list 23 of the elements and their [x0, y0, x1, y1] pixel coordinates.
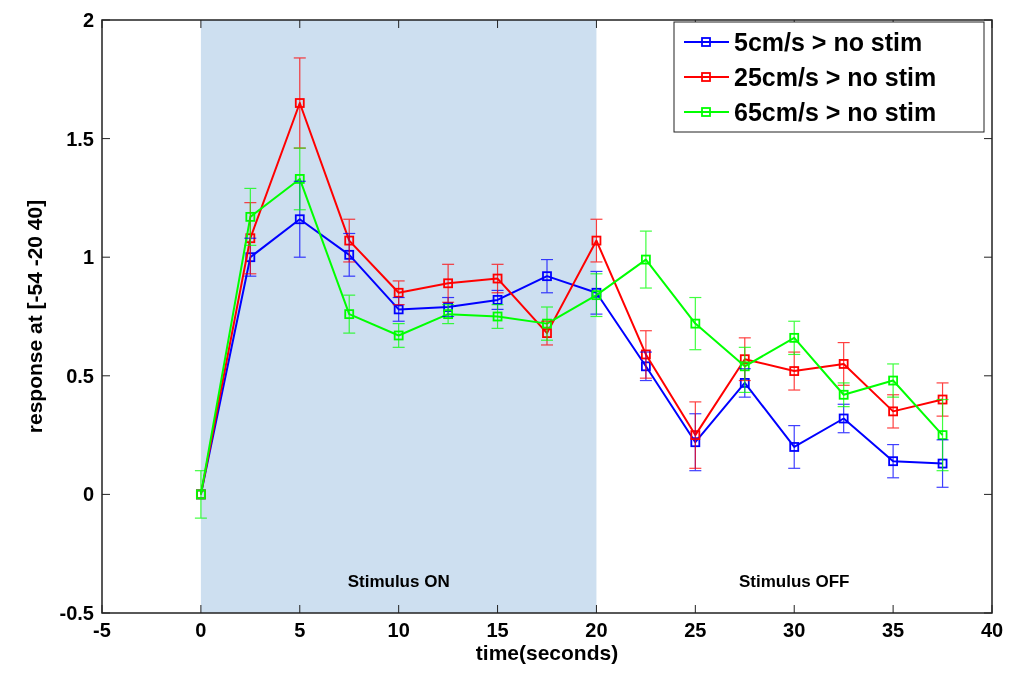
x-tick-label: 25 [684, 619, 707, 641]
x-tick-label: -5 [93, 619, 111, 641]
legend-label: 5cm/s > no stim [734, 28, 923, 56]
y-tick-label: 1.5 [66, 127, 94, 150]
x-tick-label: 40 [980, 619, 1004, 641]
annotation: Stimulus OFF [738, 572, 850, 591]
x-tick-label: 0 [195, 619, 207, 641]
y-tick-label: -0.5 [59, 602, 94, 624]
y-tick-label: 1 [82, 246, 94, 269]
x-axis-title: time(seconds) [475, 641, 619, 664]
legend-label: 25cm/s > no stim [734, 63, 937, 91]
y-tick-label: 2 [82, 9, 94, 31]
band-label: Stimulus ON [347, 572, 450, 591]
y-tick-label: 0 [82, 483, 94, 506]
x-tick-label: 20 [585, 619, 608, 641]
legend-label: 65cm/s > no stim [734, 98, 937, 126]
x-tick-label: 30 [783, 619, 806, 641]
y-tick-label: 0.5 [66, 364, 94, 387]
x-tick-label: 10 [387, 619, 410, 641]
x-tick-label: 35 [881, 619, 905, 641]
y-axis-title: response at [-54 -20 40] [23, 199, 46, 434]
x-tick-label: 15 [486, 619, 509, 641]
x-tick-label: 5 [294, 619, 306, 641]
